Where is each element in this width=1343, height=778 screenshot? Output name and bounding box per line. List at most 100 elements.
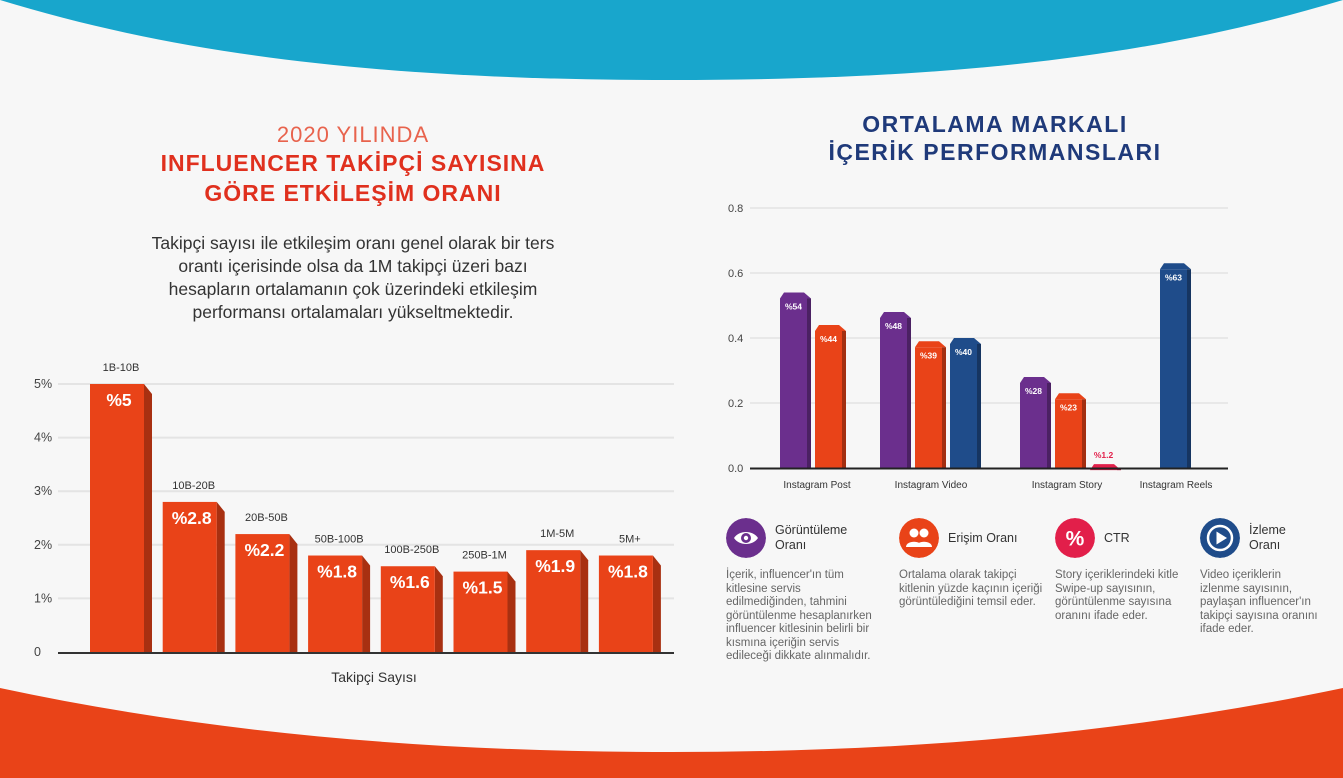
left-title-line1: 2020 YILINDA: [276, 122, 430, 147]
bar-side: [977, 344, 981, 468]
percent-icon: %: [1055, 518, 1095, 558]
bar-value-label: %48: [885, 321, 902, 331]
legend-views-desc: İçerik, influencer'ın tüm kitlesine serv…: [726, 569, 872, 662]
bar-top: [1020, 377, 1051, 383]
category-label: 50B-100B: [315, 534, 364, 546]
y-tick-label: 0.0: [728, 463, 743, 475]
bar-side: [362, 555, 371, 652]
y-tick-label: 0: [34, 645, 41, 659]
y-tick-label: 0.2: [728, 398, 743, 410]
bar-top: [1160, 263, 1191, 270]
right-title-line2: İÇERİK PERFORMANSLARI: [828, 139, 1162, 165]
bottom-wave: [0, 688, 1343, 778]
bar-value-label: %2.2: [244, 540, 284, 560]
y-tick-label: 0.8: [728, 203, 743, 215]
bar-top: [1055, 393, 1086, 400]
bar-value-label: %1.9: [535, 556, 575, 576]
y-tick-label: 0.4: [728, 333, 743, 345]
play-icon: [1200, 518, 1240, 558]
bar-value-label: %1.8: [317, 562, 357, 582]
right-title-line1: ORTALAMA MARKALI: [862, 111, 1128, 137]
legend-ctr-desc: Story içeriklerindeki kitle Swipe-up say…: [1055, 569, 1179, 622]
bar: [950, 344, 977, 468]
y-tick-label: 5%: [34, 377, 52, 391]
bar-side: [907, 318, 911, 468]
bar: [780, 298, 807, 468]
legend-views-title: Görüntüleme Oranı: [775, 523, 848, 552]
legend-item-reach: Erişim Oranı Ortalama olarak takipçi kit…: [899, 516, 1044, 610]
bar-value-label: %54: [785, 302, 802, 312]
left-title-line3: GÖRE ETKİLEŞİM ORANI: [204, 180, 502, 206]
legend-watch-desc: Video içeriklerin izlenme sayısının, pay…: [1200, 569, 1318, 635]
y-tick-label: 0.6: [728, 268, 743, 280]
bar-top: [950, 338, 981, 344]
bar: [915, 347, 942, 468]
bar-side: [289, 534, 298, 652]
bar-value-label: %1.6: [390, 572, 430, 592]
top-wave: [0, 0, 1343, 80]
bar: [308, 555, 363, 652]
bar: [526, 550, 581, 652]
y-tick-label: 3%: [34, 484, 52, 498]
category-label: 250B-1M: [462, 550, 507, 562]
bar-value-label: %39: [920, 350, 937, 360]
bar-side: [144, 384, 152, 652]
bar-value-label: %2.8: [172, 508, 212, 528]
bar-side: [1047, 383, 1051, 468]
bar-side: [507, 571, 516, 652]
bar: [453, 571, 508, 652]
bar-side: [1187, 269, 1191, 468]
eye-icon: [726, 518, 766, 558]
y-tick-label: 1%: [34, 591, 52, 605]
category-label: Instagram Reels: [1140, 480, 1213, 491]
legend-watch-title: İzleme Oranı: [1249, 523, 1286, 552]
bar-side: [807, 298, 811, 468]
bar: [235, 534, 290, 652]
legend-reach-desc: Ortalama olarak takipçi kitlenin yüzde k…: [899, 569, 1043, 608]
category-label: Instagram Story: [1032, 480, 1103, 491]
legend-ctr-title: CTR: [1104, 530, 1130, 545]
bar-side: [1082, 399, 1086, 468]
category-label: 1B-10B: [103, 362, 140, 374]
category-label: 100B-250B: [384, 544, 439, 556]
bar-value-label: %1.2: [1094, 450, 1114, 460]
bar-value-label: %5: [106, 390, 132, 410]
bar-value-label: %1.5: [463, 578, 503, 598]
bar-value-label: %23: [1060, 402, 1077, 412]
category-label: 20B-50B: [245, 512, 288, 524]
bar: [880, 318, 907, 468]
bar-top: [815, 325, 846, 331]
legend-item-watch: İzleme Oranı Video içeriklerin izlenme s…: [1200, 516, 1318, 637]
bar-value-label: %63: [1165, 272, 1182, 282]
svg-text:%: %: [1066, 528, 1085, 551]
bar-top: [880, 312, 911, 318]
bar: [1160, 269, 1187, 468]
y-tick-label: 2%: [34, 538, 52, 552]
bar-value-label: %28: [1025, 386, 1042, 396]
y-tick-label: 4%: [34, 431, 52, 445]
right-chart-title: ORTALAMA MARKALI İÇERİK PERFORMANSLARI: [800, 110, 1190, 166]
left-chart-title: 2020 YILINDA INFLUENCER TAKİPÇİ SAYISINA…: [100, 122, 606, 208]
bar-side: [434, 566, 443, 652]
bar: [598, 555, 653, 652]
category-label: 1M-5M: [540, 528, 574, 540]
category-label: 10B-20B: [172, 480, 215, 492]
x-axis-title: Takipçi Sayısı: [331, 669, 417, 685]
legend-item-ctr: % CTR Story içeriklerindeki kitle Swipe-…: [1055, 516, 1185, 623]
bar-side: [942, 347, 946, 468]
left-title-line2: INFLUENCER TAKİPÇİ SAYISINA: [160, 150, 546, 176]
bar: [380, 566, 435, 652]
bar-side: [842, 331, 846, 468]
bar-top: [780, 292, 811, 299]
bar: [1020, 383, 1047, 468]
category-label: Instagram Post: [783, 480, 850, 491]
bar-top: [915, 341, 946, 348]
bar-value-label: %44: [820, 334, 837, 344]
category-label: 5M+: [619, 534, 641, 546]
intro-paragraph: Takipçi sayısı ile etkileşim oranı genel…: [151, 233, 555, 322]
legend-reach-title: Erişim Oranı: [948, 530, 1018, 545]
bar-side: [580, 550, 589, 652]
bar: [815, 331, 842, 468]
